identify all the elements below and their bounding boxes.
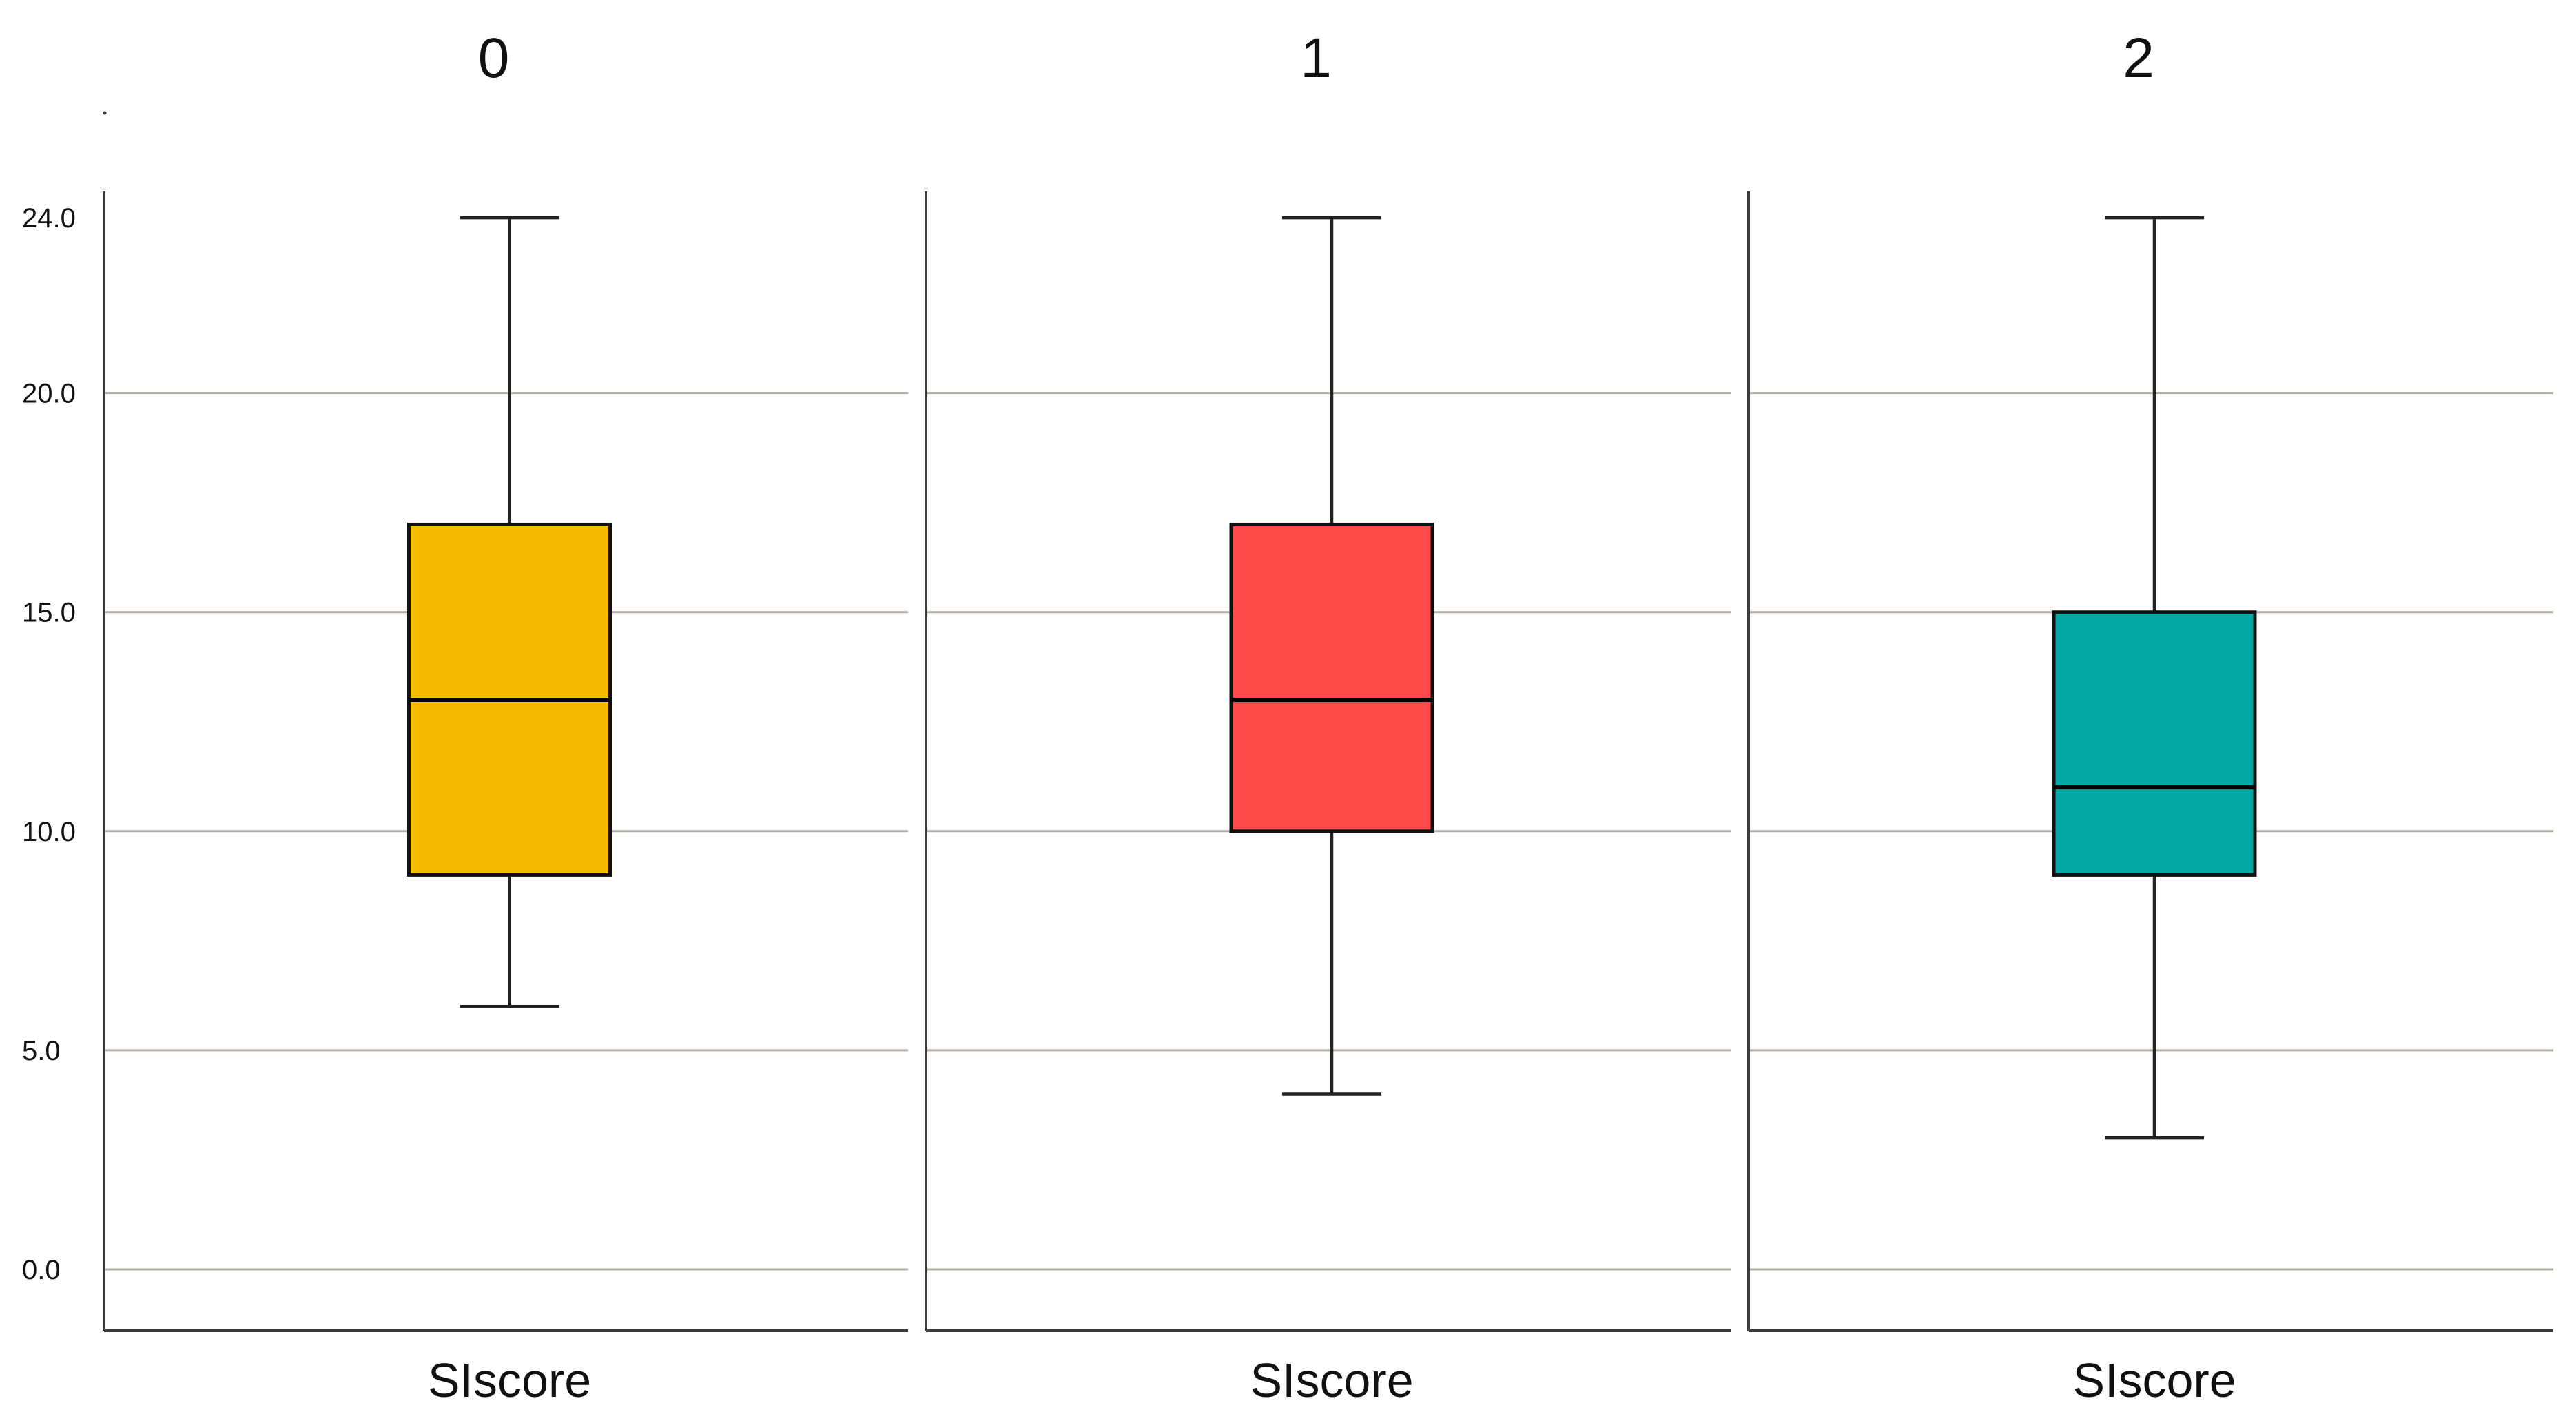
y-tick-label: 5.0 [22, 1036, 61, 1066]
panel-title: 1 [1300, 27, 1332, 90]
y-tick-label: 10.0 [22, 817, 76, 847]
x-axis-label: SIscore [2072, 1353, 2236, 1407]
panel-1: 1 SIscore [925, 27, 1731, 1407]
panel-title: 0 [478, 27, 510, 90]
x-axis-label: SIscore [1250, 1353, 1413, 1407]
axis-dot-mark [103, 111, 107, 115]
chart-panels: 0 SIscore 1 SIscore 2 SIscore [103, 27, 2553, 1407]
y-tick-label: 24.0 [22, 203, 76, 233]
panel-title: 2 [2123, 27, 2154, 90]
y-tick-label: 0.0 [22, 1255, 61, 1285]
y-tick-label: 15.0 [22, 598, 76, 628]
iqr-box [1229, 522, 1434, 833]
panel-2: 2 SIscore [1747, 27, 2553, 1407]
panel-0: 0 SIscore [103, 27, 908, 1407]
iqr-box [2052, 610, 2257, 877]
y-axis-ticks: 0.0 5.0 10.0 15.0 20.0 24.0 [22, 111, 107, 1285]
y-tick-label: 20.0 [22, 379, 76, 409]
x-axis-label: SIscore [428, 1353, 591, 1407]
